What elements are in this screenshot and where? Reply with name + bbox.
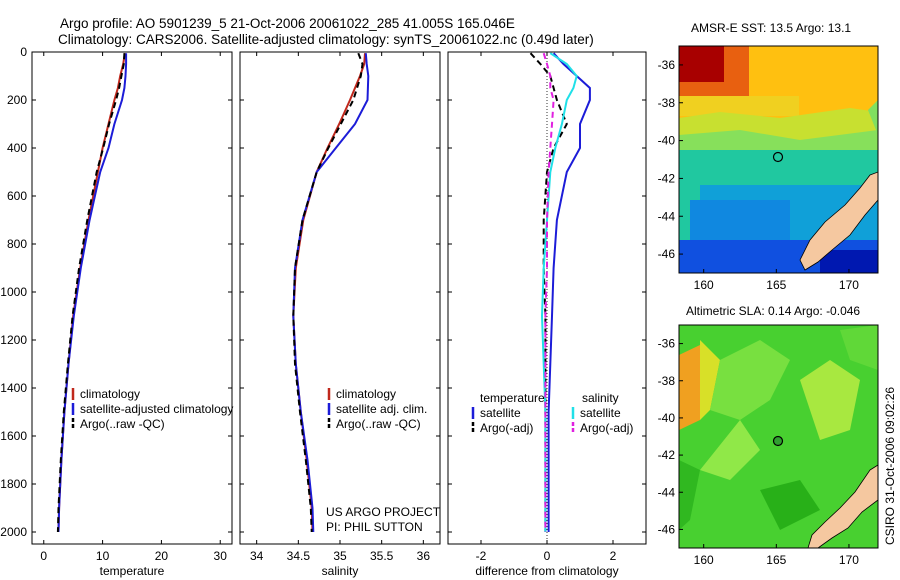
y-tick-label: 1400 xyxy=(0,381,27,395)
sst-map-frame xyxy=(678,45,879,274)
legend-label: Argo(..raw -QC) xyxy=(336,417,421,431)
x-tick-label: 20 xyxy=(155,549,169,563)
header-line-1: Argo profile: AO 5901239_5 21-Oct-2006 2… xyxy=(60,16,515,31)
sst-map-field xyxy=(679,46,878,273)
y-tick-label: 200 xyxy=(7,93,27,107)
sla-float-marker xyxy=(772,435,784,447)
credit-text: CSIRO 31-Oct-2006 09:02:26 xyxy=(883,387,897,545)
land-mass xyxy=(799,171,878,271)
y-tick-label: -38 xyxy=(658,96,676,110)
y-tick-label: -36 xyxy=(658,337,676,351)
salinity-panel: 34 34.5 35 35.5 36 salinity climatologysatelli… xyxy=(239,51,441,578)
sla-map-frame xyxy=(678,324,879,549)
land-mass xyxy=(807,464,878,548)
y-tick-label: -46 xyxy=(658,522,676,536)
legend-label: climatology xyxy=(80,387,140,401)
y-tick-label: -38 xyxy=(658,374,676,388)
series-line xyxy=(292,53,370,533)
series-line xyxy=(542,52,555,532)
y-tick-label: 0 xyxy=(20,45,27,59)
legend-label: satellite-adjusted climatology xyxy=(80,402,233,416)
y-tick-label: 1200 xyxy=(0,333,27,347)
series-line xyxy=(57,53,128,533)
legend-label: Argo(-adj) xyxy=(580,421,633,435)
x-tick-label: 0 xyxy=(544,549,551,563)
x-tick-label: 160 xyxy=(694,278,714,292)
sst-map-axes: -36 -38 -40 -42 -44 -46 160 165 170 xyxy=(658,58,860,292)
x-tick-label: 36 xyxy=(417,549,431,563)
legend-header: temperature xyxy=(480,391,545,405)
x-tick-label: 30 xyxy=(214,549,228,563)
x-tick-label: 165 xyxy=(766,553,786,567)
y-tick-label: 1600 xyxy=(0,429,27,443)
plot-frame xyxy=(31,51,233,545)
y-tick-label: -44 xyxy=(658,209,676,223)
x-tick-label: 35 xyxy=(333,549,347,563)
x-axis-label: salinity xyxy=(322,564,359,578)
legend-label: satellite adj. clim. xyxy=(336,402,427,416)
legend-label: climatology xyxy=(336,387,396,401)
legend-label: satellite xyxy=(480,406,521,420)
x-tick-label: 165 xyxy=(766,278,786,292)
y-tick-label: 800 xyxy=(7,237,27,251)
x-tick-label: 34.5 xyxy=(287,549,311,563)
y-tick-label: -36 xyxy=(658,58,676,72)
x-tick-label: 170 xyxy=(839,553,859,567)
project-note-line-1: US ARGO PROJECT xyxy=(326,505,441,519)
x-tick-label: 10 xyxy=(96,549,110,563)
x-tick-label: 160 xyxy=(694,553,714,567)
y-tick-label: 1800 xyxy=(0,477,27,491)
y-tick-label: 2000 xyxy=(0,525,27,539)
sst-float-marker xyxy=(772,151,784,163)
legend-label: Argo(..raw -QC) xyxy=(80,417,165,431)
x-tick-label: 35.5 xyxy=(370,549,394,563)
legend-header: salinity xyxy=(582,391,619,405)
sla-map-axes: -36 -38 -40 -42 -44 -46 160 165 170 xyxy=(658,337,860,567)
series-line xyxy=(292,52,364,533)
sla-map-title: Altimetric SLA: 0.14 Argo: -0.046 xyxy=(686,304,860,318)
y-tick-label: -40 xyxy=(658,411,676,425)
x-tick-label: -2 xyxy=(476,549,487,563)
sst-map-title: AMSR-E SST: 13.5 Argo: 13.1 xyxy=(691,21,851,35)
legend-label: Argo(-adj) xyxy=(480,421,533,435)
plot-frame xyxy=(239,51,441,545)
y-tick-label: -44 xyxy=(658,485,676,499)
temperature-panel: 0 200 400 600 800 1000 1200 1400 1600 1800 2000 0 10… xyxy=(0,45,233,578)
y-tick-label: -40 xyxy=(658,134,676,148)
header-line-2: Climatology: CARS2006. Satellite-adjuste… xyxy=(58,32,594,47)
y-tick-label: 400 xyxy=(7,141,27,155)
x-tick-label: 0 xyxy=(40,549,47,563)
y-tick-label: 600 xyxy=(7,189,27,203)
legend-label: satellite xyxy=(580,406,621,420)
x-tick-label: 170 xyxy=(839,278,859,292)
y-tick-label: -46 xyxy=(658,247,676,261)
x-axis-label: difference from climatology xyxy=(475,564,618,578)
y-tick-label: -42 xyxy=(658,171,676,185)
x-axis-label: temperature xyxy=(100,564,165,578)
project-note-line-2: PI: PHIL SUTTON xyxy=(326,520,423,534)
x-tick-label: 34 xyxy=(250,549,264,563)
x-tick-label: 2 xyxy=(610,549,617,563)
y-tick-label: -42 xyxy=(658,448,676,462)
y-tick-label: 1000 xyxy=(0,285,27,299)
series-line xyxy=(547,52,591,532)
